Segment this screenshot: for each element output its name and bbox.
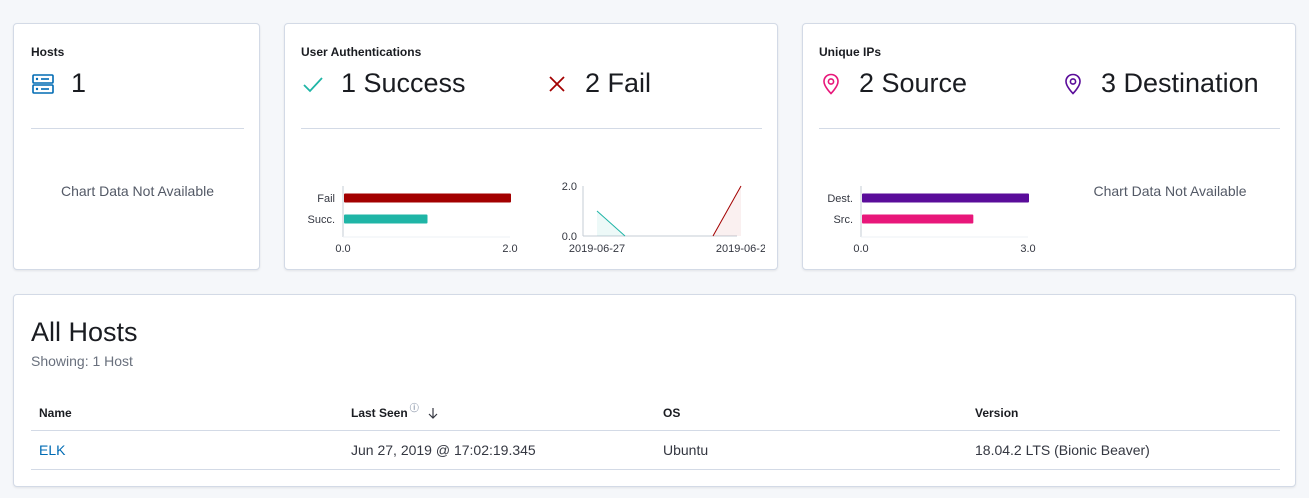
auth-bar-category-label: Fail: [317, 193, 335, 205]
area-series-line: [596, 210, 626, 237]
all-hosts-subtitle: Showing: 1 Host: [31, 353, 133, 369]
ips-chart-empty: Chart Data Not Available: [1093, 183, 1247, 199]
area-tick-label: 2.0: [562, 181, 577, 193]
sort-descending-icon[interactable]: [427, 407, 439, 419]
ips-destination-stat: 3 Destination: [1061, 68, 1259, 99]
auth-bar-category-label: Succ.: [307, 214, 335, 226]
column-header-os[interactable]: OS: [655, 395, 967, 430]
hosts-panel-title: Hosts: [31, 45, 65, 59]
ips-source-count: 2 Source: [859, 68, 968, 98]
hosts-stat: 1: [31, 68, 86, 99]
server-icon: [31, 72, 55, 96]
last-seen-cell: Jun 27, 2019 @ 17:02:19.345: [351, 442, 536, 458]
map-pin-icon: [1061, 72, 1085, 96]
auth-bar-bar: [344, 214, 428, 224]
all-hosts-panel: All Hosts Showing: 1 Host Name Last Seen…: [13, 294, 1296, 487]
area-tick-label: 2019-06-2: [716, 243, 765, 255]
auth-divider: [301, 128, 762, 129]
column-header-version[interactable]: Version: [967, 395, 1279, 430]
host-name-cell: ELK: [31, 431, 343, 469]
unique-ips-panel: Unique IPs 2 Source 3 Destination Dest. S…: [802, 23, 1296, 270]
table-header-row: Name Last Seen ⓘ OS Version: [31, 395, 1280, 431]
version-cell: 18.04.2 LTS (Bionic Beaver): [975, 442, 1150, 458]
ips-bar-chart: Dest. Src. 0.0 3.0: [827, 186, 1036, 255]
area-series-line: [712, 185, 742, 237]
ips-bar-tick-label: 3.0: [1020, 243, 1035, 255]
ips-bar-bar: [862, 214, 974, 224]
hosts-panel: Hosts 1 Chart Data Not Available: [13, 23, 260, 270]
ips-divider: [819, 128, 1280, 129]
help-icon[interactable]: ⓘ: [409, 403, 419, 413]
ips-bar-category-label: Src.: [833, 214, 853, 226]
ips-panel-title: Unique IPs: [819, 45, 882, 59]
column-header-last-seen[interactable]: Last Seen ⓘ: [343, 395, 655, 430]
area-tick-label: 2019-06-27: [569, 243, 625, 255]
ips-bar-category-label: Dest.: [827, 193, 853, 205]
check-icon: [301, 72, 325, 96]
column-header-label: Last Seen: [351, 405, 408, 420]
ips-bar-tick-label: 0.0: [853, 243, 868, 255]
ips-source-stat: 2 Source: [819, 68, 967, 99]
hosts-table: Name Last Seen ⓘ OS Version ELK Jun 27, …: [31, 395, 1280, 470]
all-hosts-title: All Hosts: [31, 317, 138, 347]
area-tick-label: 0.0: [562, 231, 577, 243]
column-header-name[interactable]: Name: [31, 395, 343, 430]
column-header-label: Version: [975, 405, 1019, 420]
ips-destination-count: 3 Destination: [1101, 68, 1259, 98]
ips-bar-bar: [862, 193, 1029, 203]
auth-success-count: 1 Success: [341, 68, 466, 98]
host-name-link[interactable]: ELK: [39, 442, 66, 458]
hosts-divider: [31, 128, 244, 129]
hosts-count: 1: [71, 68, 87, 98]
auth-bar-tick-label: 2.0: [502, 243, 517, 255]
column-header-label: OS: [663, 405, 681, 420]
cross-icon: [545, 72, 569, 96]
table-row: ELK Jun 27, 2019 @ 17:02:19.345 Ubuntu 1…: [31, 431, 1280, 470]
auth-bar-chart: Fail Succ. 0.0 2.0: [307, 186, 518, 255]
user-authentications-panel: User Authentications 1 Success 2 Fail Fa…: [284, 23, 778, 270]
auth-fail-count: 2 Fail: [585, 68, 652, 98]
auth-fail-stat: 2 Fail: [545, 68, 651, 99]
auth-bar-bar: [344, 193, 511, 203]
os-cell: Ubuntu: [663, 442, 709, 458]
column-header-label: Name: [39, 405, 72, 420]
hosts-chart-empty: Chart Data Not Available: [60, 183, 215, 199]
map-pin-icon: [819, 72, 843, 96]
auth-bar-tick-label: 0.0: [335, 243, 350, 255]
auth-success-stat: 1 Success: [301, 68, 466, 99]
auth-panel-title: User Authentications: [301, 45, 422, 59]
